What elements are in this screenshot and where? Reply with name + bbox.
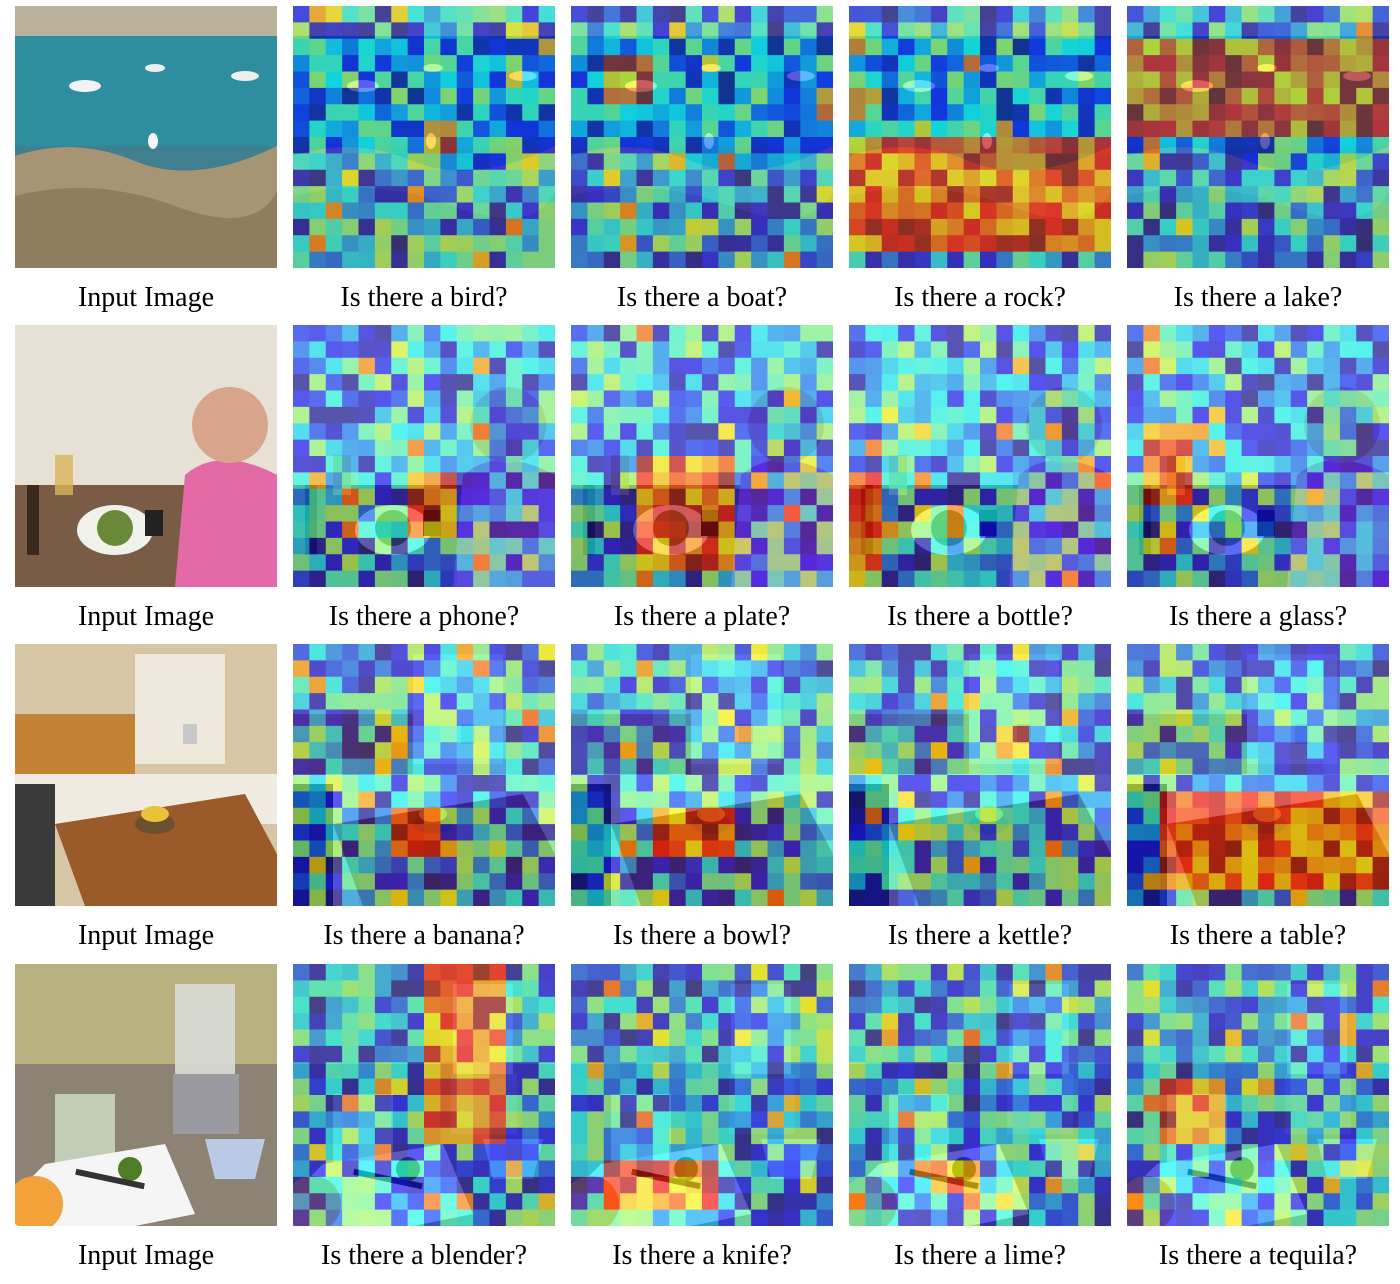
cell-heatmap: Is there a lime? (849, 964, 1111, 1271)
heatmap-image (293, 964, 555, 1226)
cell-input-image: Input Image (15, 644, 277, 951)
caption: Is there a plate? (613, 601, 791, 632)
caption: Is there a bottle? (887, 601, 1073, 632)
cell-input-image: Input Image (15, 325, 277, 632)
heatmap-image (293, 325, 555, 587)
heatmap-image (849, 644, 1111, 906)
heatmap-image (293, 6, 555, 268)
heatmap-image (571, 644, 833, 906)
cell-input-image: Input Image (15, 964, 277, 1271)
input-image (15, 964, 277, 1226)
cell-heatmap: Is there a tequila? (1127, 964, 1389, 1271)
caption: Input Image (77, 601, 215, 632)
caption: Is there a bird? (340, 282, 508, 313)
heatmap-image (571, 325, 833, 587)
caption: Is there a bowl? (612, 920, 792, 951)
cell-heatmap: Is there a bird? (293, 6, 555, 313)
heatmap-image (849, 6, 1111, 268)
input-image (15, 6, 277, 268)
caption: Input Image (77, 282, 215, 313)
heatmap-image (849, 964, 1111, 1226)
figure-row-coast: Input Image Is there a bird? Is there a … (0, 6, 1400, 326)
cell-heatmap: Is there a lake? (1127, 6, 1389, 313)
cell-heatmap: Is there a knife? (571, 964, 833, 1271)
cell-heatmap: Is there a bowl? (571, 644, 833, 951)
cell-heatmap: Is there a kettle? (849, 644, 1111, 951)
caption: Is there a tequila? (1158, 1240, 1358, 1271)
heatmap-image (1127, 325, 1389, 587)
cell-input-image: Input Image (15, 6, 277, 313)
heatmap-image (849, 325, 1111, 587)
cell-heatmap: Is there a phone? (293, 325, 555, 632)
figure-row-counter: Input Image Is there a blender? Is there… (0, 964, 1400, 1284)
cell-heatmap: Is there a bottle? (849, 325, 1111, 632)
caption: Is there a lime? (894, 1240, 1066, 1271)
heatmap-image (1127, 964, 1389, 1226)
figure-row-dining: Input Image Is there a phone? Is there a… (0, 325, 1400, 645)
figure-row-kitchen: Input Image Is there a banana? Is there … (0, 644, 1400, 964)
cell-heatmap: Is there a rock? (849, 6, 1111, 313)
heatmap-image (293, 644, 555, 906)
caption: Input Image (77, 920, 215, 951)
caption: Is there a phone? (328, 601, 520, 632)
cell-heatmap: Is there a blender? (293, 964, 555, 1271)
caption: Is there a kettle? (887, 920, 1073, 951)
caption: Is there a rock? (894, 282, 1066, 313)
heatmap-image (1127, 6, 1389, 268)
cell-heatmap: Is there a glass? (1127, 325, 1389, 632)
caption: Is there a boat? (616, 282, 788, 313)
cell-heatmap: Is there a banana? (293, 644, 555, 951)
caption: Is there a banana? (323, 920, 525, 951)
heatmap-image (571, 6, 833, 268)
heatmap-image (571, 964, 833, 1226)
cell-heatmap: Is there a table? (1127, 644, 1389, 951)
cell-heatmap: Is there a plate? (571, 325, 833, 632)
caption: Is there a table? (1169, 920, 1347, 951)
input-image (15, 325, 277, 587)
caption: Is there a blender? (321, 1240, 527, 1271)
input-image (15, 644, 277, 906)
caption: Is there a knife? (612, 1240, 792, 1271)
caption: Input Image (77, 1240, 215, 1271)
caption: Is there a lake? (1173, 282, 1343, 313)
heatmap-image (1127, 644, 1389, 906)
caption: Is there a glass? (1168, 601, 1348, 632)
cell-heatmap: Is there a boat? (571, 6, 833, 313)
